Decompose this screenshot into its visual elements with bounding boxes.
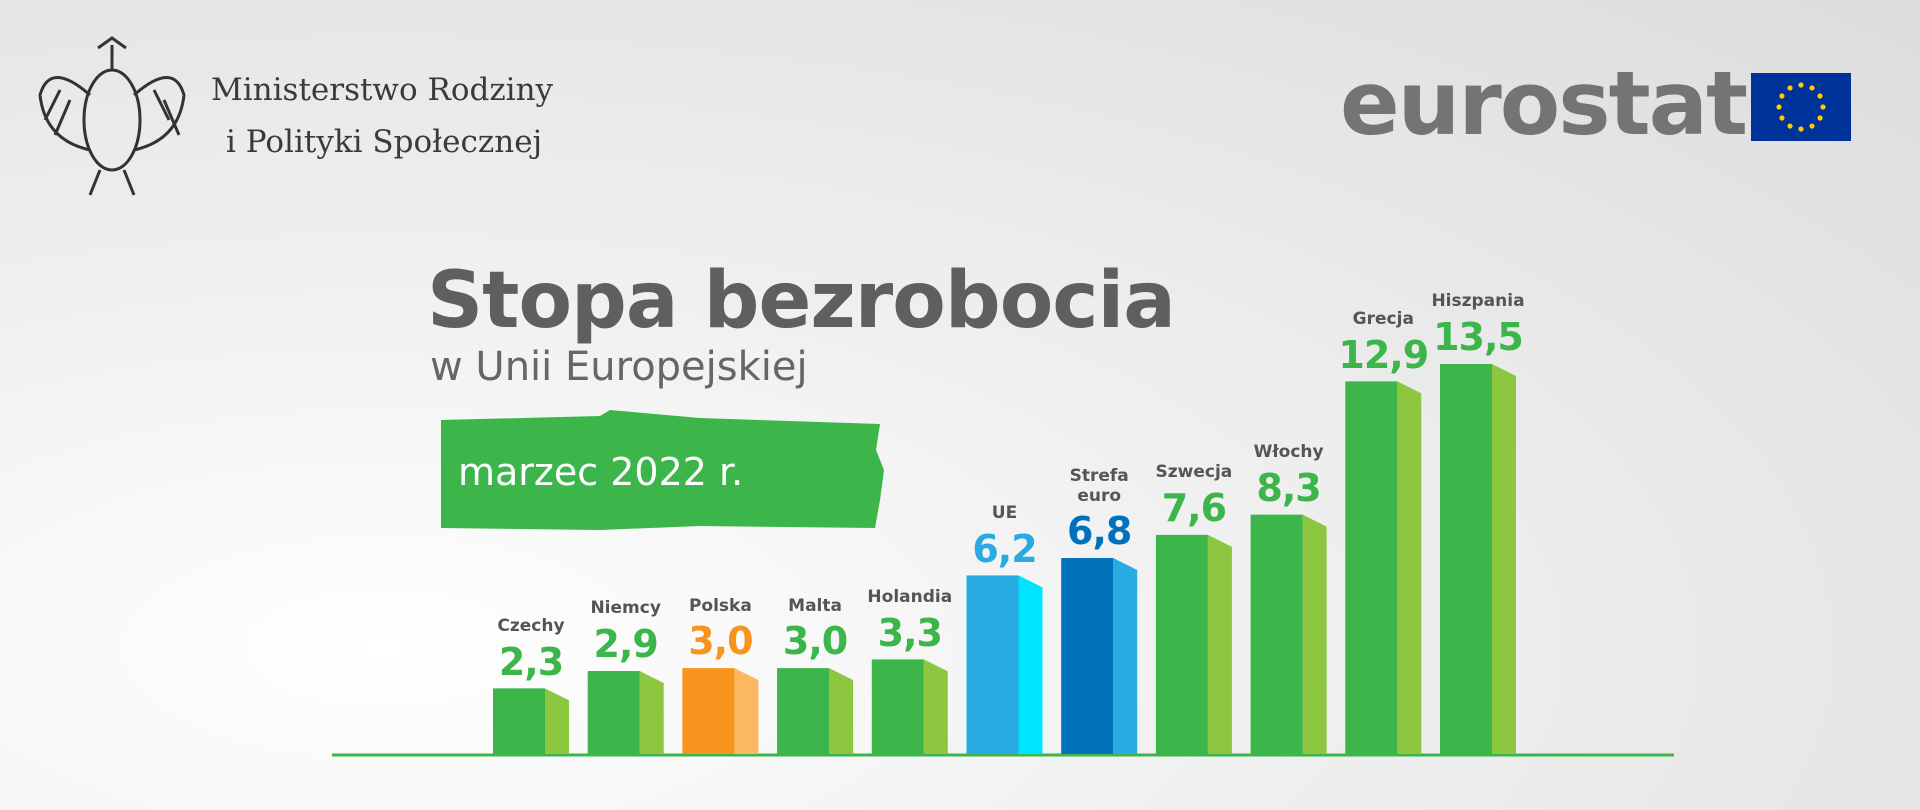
bar-side	[1302, 514, 1327, 754]
value-label: 3,3	[877, 610, 943, 655]
bar	[1155, 534, 1208, 754]
category-label: Grecja	[1352, 308, 1414, 329]
value-label: 7,6	[1161, 486, 1227, 531]
category-label: Czechy	[497, 615, 565, 636]
category-label: Holandia	[867, 586, 953, 607]
bar-side	[923, 659, 948, 754]
bar	[493, 688, 545, 754]
flag-star	[1820, 104, 1826, 110]
bar-side	[545, 688, 569, 754]
bar	[1345, 381, 1398, 754]
category-label: Szwecja	[1155, 462, 1233, 483]
flag-star	[1809, 85, 1815, 91]
category-label: Hiszpania	[1431, 291, 1525, 312]
bar-side	[1113, 558, 1138, 754]
flag-star	[1817, 93, 1823, 99]
value-label: 2,3	[498, 639, 564, 684]
bar	[1440, 364, 1492, 754]
bar	[871, 659, 924, 754]
chart-title: Stopa bezrobocia	[427, 256, 1176, 346]
category-label: Strefa euro	[1069, 465, 1129, 506]
flag-star	[1776, 104, 1782, 110]
chart-subtitle: w Unii Europejskiej	[430, 344, 808, 390]
bar-side	[1397, 381, 1422, 754]
bar-side	[1207, 534, 1232, 754]
period-label: marzec 2022 r.	[458, 450, 744, 494]
bar-side	[639, 671, 664, 754]
value-label: 12,9	[1338, 332, 1429, 377]
category-label: UE	[991, 502, 1018, 523]
flag-star	[1798, 126, 1804, 132]
value-label: 3,0	[688, 619, 753, 664]
bar	[1250, 514, 1303, 754]
bar	[587, 671, 640, 754]
ministry-name: i Polityki Społecznej	[226, 124, 543, 160]
bar-side	[829, 668, 854, 754]
bar	[1061, 558, 1114, 754]
flag-star	[1779, 115, 1785, 121]
brush-label	[441, 410, 884, 530]
value-label: 6,8	[1067, 509, 1132, 554]
value-label: 3,0	[782, 619, 848, 664]
value-label: 2,9	[593, 622, 659, 667]
category-label: Włochy	[1253, 442, 1324, 463]
bar	[682, 668, 735, 754]
bar-side	[1018, 575, 1043, 754]
flag-star	[1787, 123, 1793, 129]
category-label: Polska	[688, 595, 752, 616]
flag-star	[1779, 93, 1785, 99]
value-label: 13,5	[1433, 315, 1524, 360]
value-label: 6,2	[972, 526, 1037, 571]
emblem	[38, 36, 186, 196]
ministry-name: Ministerstwo Rodziny	[211, 72, 554, 108]
flag-star	[1787, 85, 1793, 91]
bar-side	[1492, 364, 1516, 754]
flag-star	[1817, 115, 1823, 121]
value-label: 8,3	[1256, 465, 1321, 510]
bar	[777, 668, 830, 754]
category-label: Niemcy	[590, 598, 661, 619]
bar	[966, 575, 1019, 754]
eu-flag	[1751, 73, 1851, 141]
category-label: Malta	[788, 595, 842, 616]
bar-side	[734, 668, 759, 754]
brand-logo: eurostat	[1340, 52, 1748, 155]
flag-star	[1809, 123, 1815, 129]
flag-star	[1798, 82, 1804, 88]
